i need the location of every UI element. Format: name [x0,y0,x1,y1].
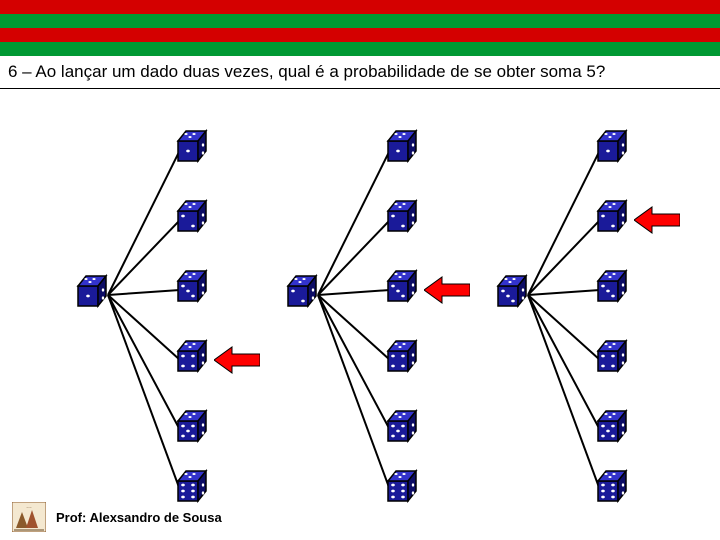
diagram-stage [0,97,720,507]
child-die-1-3 [170,267,212,309]
bar-red-2 [0,28,720,42]
connector-line [317,295,391,491]
child-die-2-1 [380,127,422,169]
bar-red-1 [0,0,720,14]
child-die-3-2 [590,197,632,239]
footer: ~~~ Prof: Alexsandro de Sousa [12,502,222,532]
child-die-2-4 [380,337,422,379]
school-logo-icon: ~~~ [12,502,46,532]
connector-line [107,295,181,491]
connector-line [527,295,601,491]
child-die-2-6 [380,467,422,509]
child-die-3-4 [590,337,632,379]
root-die-1 [70,272,112,314]
highlight-arrow-icon [214,345,260,375]
child-die-1-2 [170,197,212,239]
svg-text:~~~: ~~~ [26,505,32,509]
header-bars [0,0,720,56]
prof-name: Prof: Alexsandro de Sousa [56,510,222,525]
child-die-3-1 [590,127,632,169]
child-die-2-2 [380,197,422,239]
bar-green-1 [0,14,720,28]
question-text: 6 – Ao lançar um dado duas vezes, qual é… [0,56,720,89]
child-die-2-5 [380,407,422,449]
highlight-arrow-icon [424,275,470,305]
child-die-3-3 [590,267,632,309]
child-die-3-6 [590,467,632,509]
child-die-1-4 [170,337,212,379]
child-die-1-5 [170,407,212,449]
root-die-3 [490,272,532,314]
child-die-3-5 [590,407,632,449]
bar-green-2 [0,42,720,56]
highlight-arrow-icon [634,205,680,235]
child-die-2-3 [380,267,422,309]
child-die-1-1 [170,127,212,169]
root-die-2 [280,272,322,314]
